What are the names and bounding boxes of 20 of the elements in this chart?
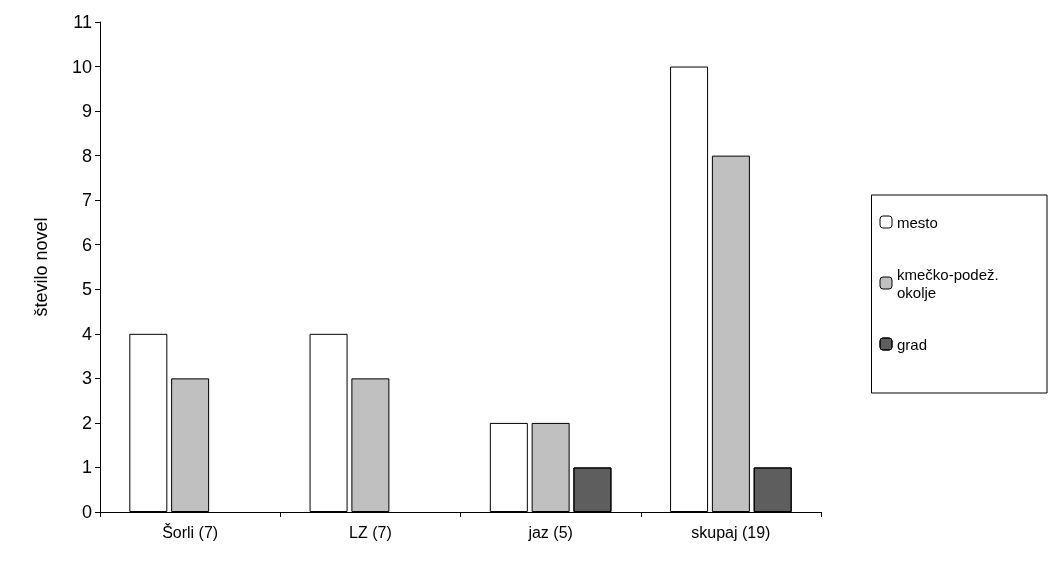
- y-tick-label: 0: [81, 502, 92, 522]
- x-tick-label: jaz (5): [527, 523, 573, 541]
- y-axis-title: število novel: [31, 217, 51, 317]
- y-tick-label: 4: [81, 323, 92, 344]
- x-tick-label: skupaj (19): [691, 523, 771, 541]
- legend-label: grad: [897, 335, 928, 353]
- legend-label: kmečko-podež. okolje: [897, 265, 999, 301]
- y-tick-label: 5: [81, 279, 92, 300]
- y-tick-label: 3: [81, 368, 92, 389]
- y-tick-label: 11: [73, 12, 92, 32]
- y-tick-label: 6: [81, 234, 92, 255]
- y-tick-label: 7: [81, 190, 92, 211]
- x-tick-label: LZ (7): [349, 523, 392, 541]
- legend-label: mesto: [897, 213, 938, 231]
- y-tick-label: 1: [81, 457, 92, 478]
- y-tick-label: 2: [81, 412, 92, 433]
- y-tick-label: 9: [81, 101, 92, 122]
- y-tick-label: 10: [71, 56, 92, 77]
- y-tick-label: 8: [81, 145, 92, 166]
- x-tick-label: Šorli (7): [162, 522, 219, 541]
